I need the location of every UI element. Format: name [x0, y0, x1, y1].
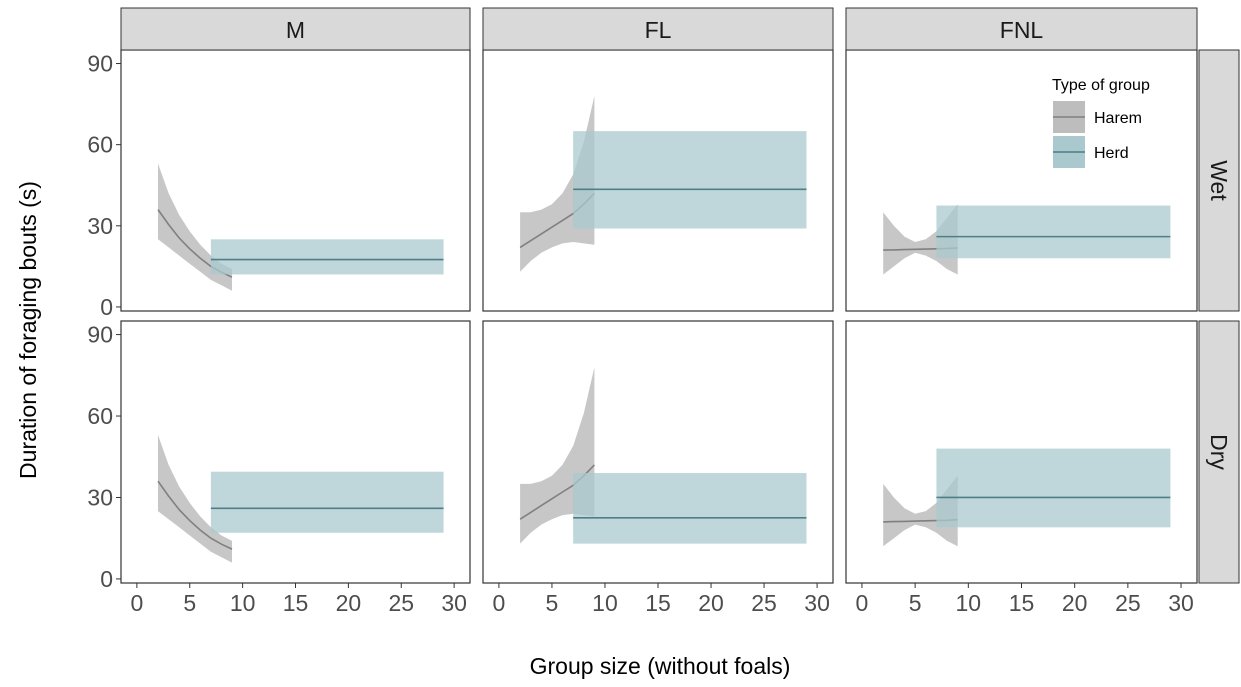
harem-ribbon — [883, 475, 958, 547]
x-tick-label: 20 — [1062, 590, 1088, 616]
y-tick-label: 60 — [87, 132, 113, 158]
x-tick-label: 30 — [804, 590, 830, 616]
x-tick-label: 15 — [645, 590, 671, 616]
legend-label-harem: Harem — [1094, 110, 1142, 127]
x-tick-label: 5 — [183, 590, 196, 616]
x-tick-label: 30 — [1168, 590, 1194, 616]
facet-strip-fl — [482, 7, 834, 51]
x-tick-label: 0 — [493, 590, 506, 616]
x-tick-label: 25 — [388, 590, 414, 616]
legend: Type of group Harem Herd — [1052, 77, 1150, 168]
facet-label-m: M — [286, 17, 305, 43]
strips-layer: M FL FNL Wet Dry — [120, 7, 1240, 584]
herd-ribbon — [210, 471, 444, 533]
herd-ribbon — [573, 131, 807, 229]
panel-fl-wet — [482, 49, 834, 312]
x-tick-label: 15 — [283, 590, 309, 616]
facet-label-fnl: FNL — [1000, 17, 1044, 43]
x-tick-label: 0 — [856, 590, 869, 616]
x-tick-label: 25 — [751, 590, 777, 616]
x-tick-label: 10 — [956, 590, 982, 616]
panels-layer — [120, 49, 1198, 584]
x-tick-label: 30 — [441, 590, 467, 616]
x-tick-label: 15 — [1009, 590, 1035, 616]
legend-title: Type of group — [1052, 77, 1150, 94]
panel-m-wet — [120, 49, 471, 312]
x-tick-label: 20 — [698, 590, 724, 616]
y-tick-label: 30 — [87, 213, 113, 239]
facet-label-wet: Wet — [1206, 160, 1232, 201]
facet-label-fl: FL — [645, 17, 672, 43]
herd-ribbon — [936, 205, 1171, 259]
x-tick-label: 20 — [336, 590, 362, 616]
legend-label-herd: Herd — [1094, 145, 1129, 162]
herd-ribbon — [573, 473, 807, 544]
x-tick-label: 10 — [230, 590, 256, 616]
y-tick-label: 60 — [87, 403, 113, 429]
facet-label-dry: Dry — [1206, 434, 1232, 470]
herd-ribbon — [936, 448, 1171, 528]
panel-background — [483, 321, 833, 583]
panel-background — [846, 50, 1197, 311]
panel-m-dry — [120, 320, 471, 584]
facet-strip-m — [120, 7, 471, 51]
harem-line — [157, 480, 233, 550]
facet-strip-dry — [1198, 320, 1240, 584]
x-tick-label: 5 — [546, 590, 559, 616]
y-tick-label: 90 — [87, 51, 113, 77]
y-tick-label: 0 — [100, 566, 113, 592]
y-tick-label: 90 — [87, 322, 113, 348]
y-tick-label: 0 — [100, 294, 113, 320]
x-axis-label: Group size (without foals) — [530, 653, 791, 679]
y-tick-label: 30 — [87, 484, 113, 510]
panel-fl-dry — [482, 320, 834, 584]
panel-fnl-dry — [845, 320, 1198, 584]
x-tick-label: 25 — [1115, 590, 1141, 616]
x-tick-label: 5 — [909, 590, 922, 616]
panel-fnl-wet — [845, 49, 1198, 312]
facet-strip-fnl — [845, 7, 1198, 51]
x-tick-label: 10 — [592, 590, 618, 616]
herd-ribbon — [210, 239, 444, 275]
y-axis-label: Duration of foraging bouts (s) — [15, 181, 41, 479]
panel-background — [121, 321, 470, 583]
x-tick-label: 0 — [130, 590, 143, 616]
facet-strip-wet — [1198, 49, 1240, 312]
